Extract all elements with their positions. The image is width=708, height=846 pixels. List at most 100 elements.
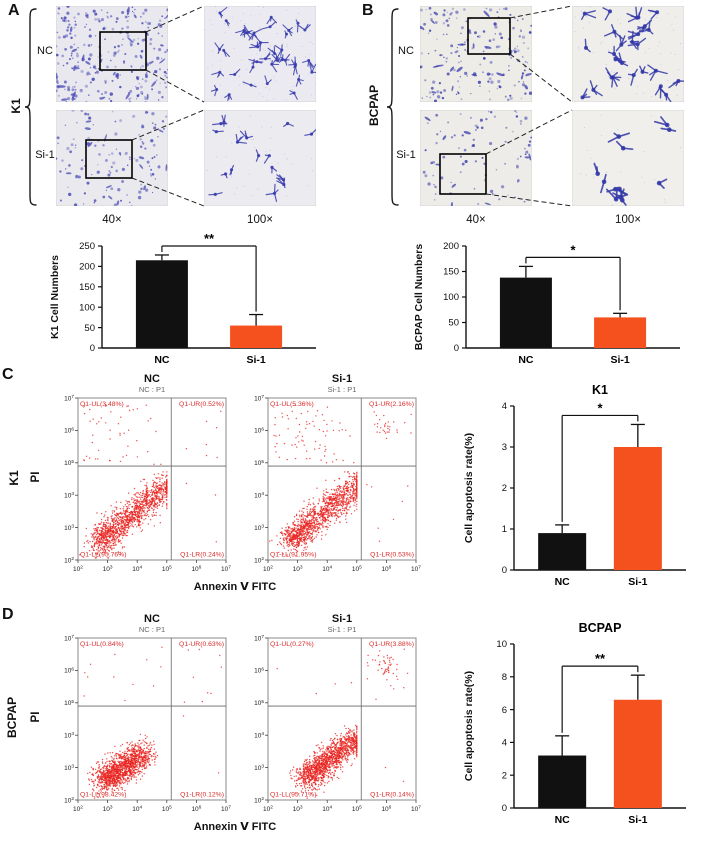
significance-bracket: *: [525, 242, 621, 311]
flow-title: NC: [144, 373, 160, 385]
flow-frame: [267, 637, 417, 801]
bar-Si-1: [613, 699, 662, 808]
svg-text:107: 107: [411, 565, 421, 573]
flow-subtitle: Si-1 : P1: [328, 625, 357, 634]
bar-NC: [538, 755, 587, 808]
svg-text:103: 103: [254, 524, 264, 532]
svg-text:105: 105: [64, 699, 74, 707]
significance-bracket: *: [561, 400, 639, 522]
y-axis-title: BCPAP Cell Numbers: [413, 244, 425, 351]
flow-plot-bcpap-si1: Si-1Si-1 : P1102102103103104104105105106…: [254, 613, 421, 813]
quadrant-labels: Q1-UL(3.48%) Q1-UR(0.52%) Q1-LL(95.76%) Q1-…: [80, 401, 224, 559]
y-axis-title: K1 Cell Numbers: [49, 255, 61, 339]
x-category-label: NC: [518, 354, 534, 366]
svg-text:103: 103: [103, 565, 113, 573]
panel-a-cellline-label: K1: [9, 98, 23, 114]
svg-text:104: 104: [254, 491, 264, 499]
flow-subtitle: NC : P1: [139, 385, 165, 394]
panel-b-brace: [386, 8, 399, 206]
flow-title: Si-1: [332, 613, 352, 625]
panel-a-row-label-si1: Si-1: [35, 149, 55, 161]
panel-c-letter: C: [2, 366, 14, 383]
panel-d-annexin-axis-label: Annexin Ⅴ FITC: [193, 821, 277, 833]
panel-a-brace: [24, 8, 37, 206]
svg-text:104: 104: [64, 491, 74, 499]
y-axis-ticks: 0 1 2 3 4: [502, 401, 514, 576]
micrograph-k1-nc-100x: [204, 6, 316, 102]
svg-text:0: 0: [454, 343, 459, 354]
bars-group: [538, 674, 662, 808]
panel-c-annexin-axis-label: Annexin Ⅴ FITC: [193, 581, 277, 593]
quadrant-label-lr: Q1-LR(0.53%): [370, 552, 414, 559]
svg-text:105: 105: [254, 459, 264, 467]
svg-text:105: 105: [162, 805, 172, 813]
panel-b-letter: B: [362, 2, 374, 19]
x-category-label: NC: [555, 576, 571, 588]
svg-text:104: 104: [132, 805, 142, 813]
svg-text:2: 2: [502, 483, 507, 494]
svg-text:103: 103: [103, 805, 113, 813]
svg-text:100: 100: [443, 292, 459, 303]
micrograph-bcpap-nc-100x: [572, 6, 684, 102]
svg-text:105: 105: [162, 565, 172, 573]
svg-text:106: 106: [191, 565, 201, 573]
svg-text:107: 107: [64, 634, 74, 642]
quadrant-label-ur: Q1-UR(0.52%): [179, 401, 224, 408]
svg-text:3: 3: [502, 442, 507, 453]
quadrant-label-ul: Q1-UL(5.36%): [270, 401, 314, 408]
bar-Si-1: [230, 325, 283, 348]
svg-text:0: 0: [502, 565, 507, 576]
svg-text:100: 100: [79, 302, 95, 313]
bars-group: [538, 423, 662, 570]
significance-stars: *: [570, 242, 576, 257]
x-category-label: Si-1: [628, 576, 647, 588]
bars-group: [135, 254, 283, 348]
svg-text:107: 107: [221, 805, 231, 813]
panel-b-row-label-si1: Si-1: [396, 149, 416, 161]
svg-text:102: 102: [64, 556, 74, 564]
svg-text:107: 107: [254, 394, 264, 402]
significance-stars: **: [204, 231, 215, 246]
bar-chart-k1-cell-numbers: 0 50 100 150 200 250 K1 Cell Numbers NC Si-1 **: [49, 231, 316, 366]
svg-text:50: 50: [84, 323, 95, 334]
quadrant-label-lr: Q1-LR(0.14%): [370, 792, 414, 799]
quadrant-label-ur: Q1-UR(2.16%): [369, 401, 414, 408]
quadrant-label-ul: Q1-UL(0.84%): [80, 641, 124, 648]
panel-b-cellline-label: BCPAP: [367, 84, 381, 126]
bar-chart-bcpap-cell-numbers: 0 50 100 150 200 BCPAP Cell Numbers NC Si-1 *: [413, 241, 680, 366]
quadrant-label-lr: Q1-LR(0.24%): [180, 552, 224, 559]
bar-Si-1: [594, 317, 647, 348]
quadrant-label-ur: Q1-UR(3.88%): [369, 641, 414, 648]
panel-d-letter: D: [2, 606, 14, 623]
bars-group: [499, 265, 647, 348]
stained-cells: [580, 114, 682, 206]
flow-subtitle: Si-1 : P1: [328, 385, 357, 394]
y-axis-ticks: 0 50 100 150 200: [443, 241, 466, 354]
significance-bracket: **: [561, 651, 639, 733]
svg-text:105: 105: [64, 459, 74, 467]
flow-title: Si-1: [332, 373, 352, 385]
micrograph-k1-nc-40x: [56, 6, 168, 102]
quadrant-labels: Q1-UL(0.84%) Q1-UR(0.63%) Q1-LL(98.42%) Q1-…: [80, 641, 224, 799]
svg-text:106: 106: [254, 426, 264, 434]
quadrant-label-ul: Q1-UL(0.27%): [270, 641, 314, 648]
scatter-points: [269, 404, 412, 557]
micrograph-bcpap-si1-100x: [572, 110, 684, 206]
significance-stars: *: [597, 400, 603, 415]
flow-subtitle: NC : P1: [139, 625, 165, 634]
y-axis-ticks: 0 50 100 150 200 250: [79, 241, 102, 354]
svg-text:102: 102: [73, 805, 83, 813]
panel-c-pi-axis-label: PI: [30, 471, 42, 483]
x-category-label: Si-1: [246, 354, 265, 366]
svg-text:150: 150: [79, 282, 95, 293]
stained-cells: [206, 114, 316, 203]
svg-text:200: 200: [79, 262, 95, 273]
svg-text:200: 200: [443, 241, 459, 252]
svg-text:102: 102: [263, 565, 273, 573]
